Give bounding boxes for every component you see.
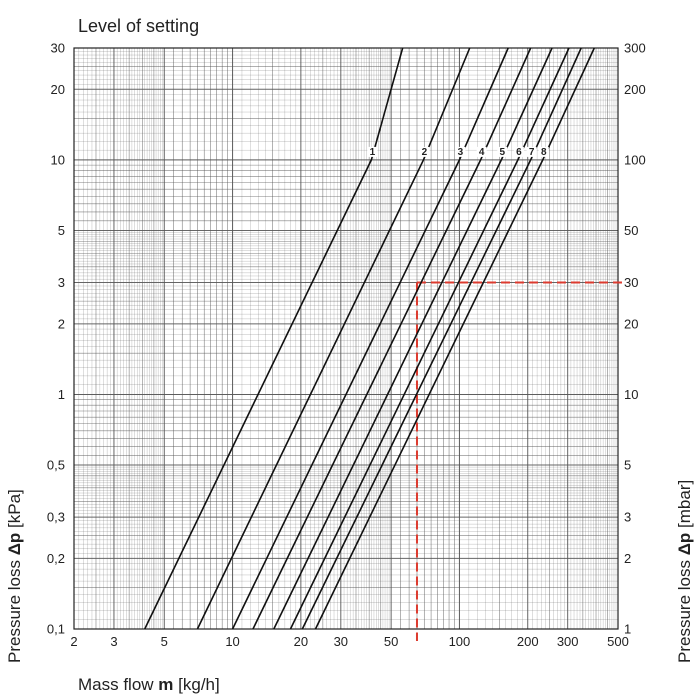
y-tick-label-left: 3 (58, 275, 65, 290)
y-tick-label-right: 30 (624, 275, 638, 290)
y-axis-label-left-symbol: Δp (5, 533, 24, 556)
y-tick-label-left: 0,2 (47, 551, 65, 566)
curve-label-bg (367, 146, 378, 157)
axis-ticks: 2 3 5 10 20 30 50 100 200 300 5000,10,20,30,512351… (47, 41, 646, 650)
x-axis-label-suffix: [kg/h] (173, 675, 219, 694)
curve-setting-4 (252, 47, 532, 630)
y-tick-label-left: 1 (58, 387, 65, 402)
curve-label-bg (455, 146, 466, 157)
curve-setting-2 (196, 47, 471, 630)
y-tick-label-left: 10 (51, 152, 65, 167)
y-tick-label-right: 3 (624, 510, 631, 525)
y-tick-label-left: 30 (51, 41, 65, 56)
curve-label-6: 6 (516, 147, 522, 158)
y-tick-label-right: 300 (624, 41, 646, 56)
curve-setting-1 (143, 47, 404, 630)
y-axis-label-right-symbol: Δp (675, 533, 694, 556)
curve-label-3: 3 (458, 147, 464, 158)
curve-label-2: 2 (422, 147, 428, 158)
curve-setting-6 (289, 47, 570, 630)
curve-label-bg (476, 146, 487, 157)
curve-setting-3 (231, 47, 509, 630)
curve-label-8: 8 (541, 147, 547, 158)
x-tick-label: 10 (225, 634, 239, 649)
curve-label-bg (419, 146, 430, 157)
y-tick-label-left: 2 (58, 316, 65, 331)
x-axis-label: Mass flow m [kg/h] (78, 675, 220, 694)
curve-label-4: 4 (479, 147, 485, 158)
curve-setting-5 (273, 47, 553, 630)
x-tick-label: 100 (449, 634, 471, 649)
curve-setting-7 (301, 47, 582, 630)
x-tick-label: 50 (384, 634, 398, 649)
curve-label-7: 7 (529, 147, 535, 158)
x-tick-label: 200 (517, 634, 539, 649)
y-tick-label-right: 2 (624, 551, 631, 566)
reference-lines (415, 281, 624, 641)
x-tick-label: 20 (294, 634, 308, 649)
y-tick-label-left: 0,3 (47, 510, 65, 525)
curve-label-5: 5 (500, 147, 506, 158)
y-axis-label-right-suffix: [mbar] (675, 480, 694, 533)
curve-setting-8 (314, 47, 596, 630)
y-tick-label-right: 1 (624, 622, 631, 637)
y-axis-label-left: Pressure loss Δp [kPa] (5, 489, 24, 663)
y-tick-label-right: 5 (624, 458, 631, 473)
curve-label-bg (538, 146, 549, 157)
grid (73, 47, 619, 630)
chart-title: Level of setting (78, 16, 199, 36)
x-tick-label: 30 (334, 634, 348, 649)
y-tick-label-left: 0,1 (47, 622, 65, 637)
y-axis-label-left-prefix: Pressure loss (5, 555, 24, 663)
plot-frame (73, 47, 619, 630)
x-tick-label: 3 (110, 634, 117, 649)
y-tick-label-left: 5 (58, 223, 65, 238)
x-axis-label-symbol: m (158, 675, 173, 694)
curve-label-bg (497, 146, 508, 157)
y-tick-label-right: 20 (624, 316, 638, 331)
x-tick-label: 2 (70, 634, 77, 649)
curve-label-1: 1 (370, 147, 376, 158)
x-tick-label: 500 (607, 634, 629, 649)
y-tick-label-right: 200 (624, 82, 646, 97)
curve-label-bg (513, 146, 524, 157)
y-axis-label-left-suffix: [kPa] (5, 489, 24, 532)
y-axis-label-right-prefix: Pressure loss (675, 555, 694, 663)
y-axis-label-right: Pressure loss Δp [mbar] (675, 480, 694, 663)
x-tick-label: 300 (557, 634, 579, 649)
x-axis-label-prefix: Mass flow (78, 675, 158, 694)
y-tick-label-left: 20 (51, 82, 65, 97)
curve-label-bg (526, 146, 537, 157)
y-tick-label-left: 0,5 (47, 458, 65, 473)
y-tick-label-right: 10 (624, 387, 638, 402)
x-tick-label: 5 (161, 634, 168, 649)
y-tick-label-right: 100 (624, 152, 646, 167)
y-tick-label-right: 50 (624, 223, 638, 238)
